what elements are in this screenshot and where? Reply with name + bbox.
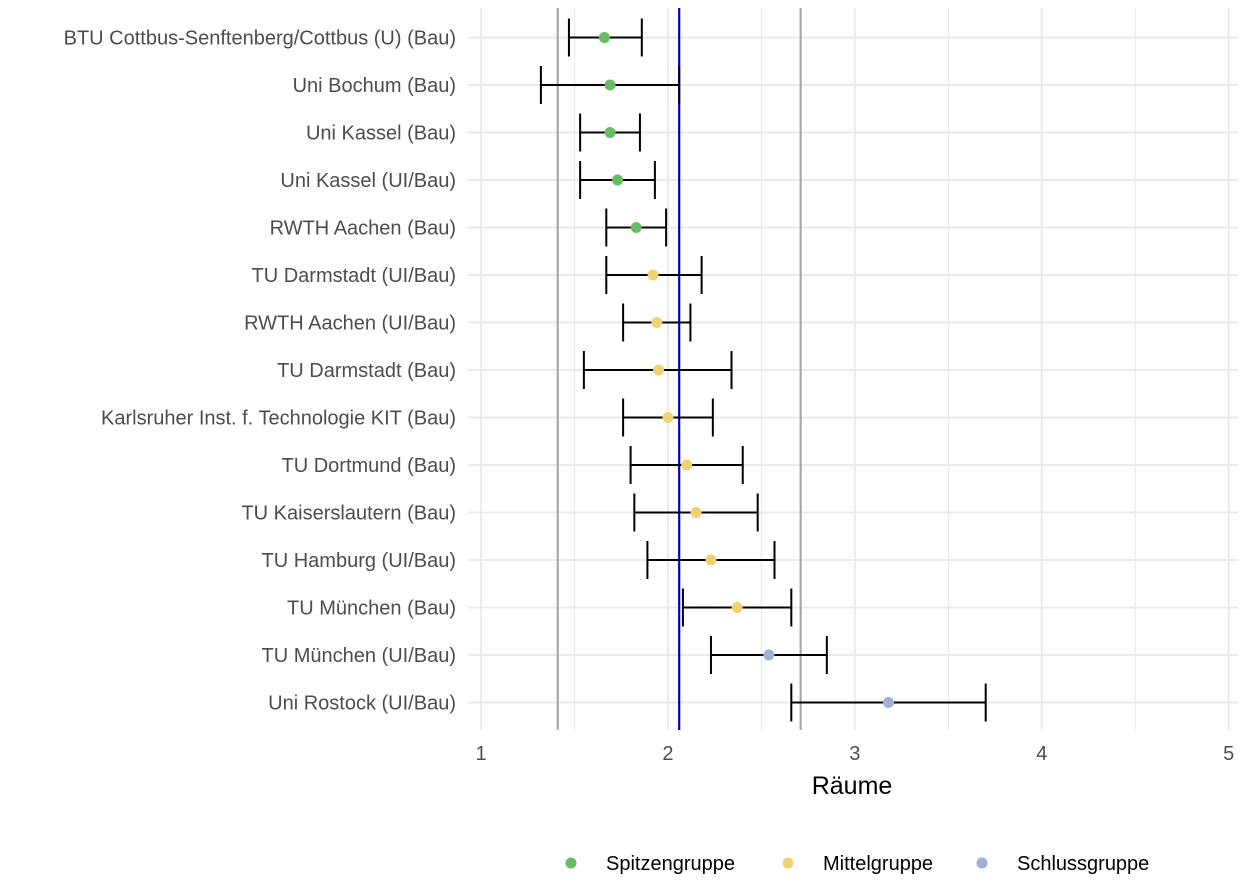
data-points xyxy=(598,32,895,708)
category-label: RWTH Aachen (UI/Bau) xyxy=(244,313,456,335)
category-label: RWTH Aachen (Bau) xyxy=(270,218,456,240)
data-point xyxy=(598,32,610,43)
category-label: TU Hamburg (UI/Bau) xyxy=(262,550,457,572)
legend: Spitzengruppe Mittelgruppe Schlussgruppe xyxy=(565,853,1149,875)
data-point xyxy=(612,174,624,186)
category-label: TU Darmstadt (Bau) xyxy=(277,360,456,382)
data-point xyxy=(883,697,895,708)
x-tick-label: 1 xyxy=(476,743,487,765)
category-label: Uni Rostock (UI/Bau) xyxy=(268,693,456,715)
category-label: TU Kaiserslautern (Bau) xyxy=(241,503,456,525)
x-tick-label: 2 xyxy=(662,743,673,765)
category-label: Karlsruher Inst. f. Technologie KIT (Bau… xyxy=(101,408,456,430)
legend-marker xyxy=(565,857,577,869)
x-axis-title: Räume xyxy=(812,772,893,800)
data-point xyxy=(662,412,674,423)
legend-item: Schlussgruppe xyxy=(976,853,1149,875)
legend-label: Schlussgruppe xyxy=(1017,853,1149,875)
data-point xyxy=(647,269,659,281)
data-point xyxy=(604,127,616,138)
data-point xyxy=(653,364,665,376)
category-label: TU München (Bau) xyxy=(287,598,456,620)
category-label: Uni Kassel (UI/Bau) xyxy=(280,170,456,192)
x-tick-label: 5 xyxy=(1223,743,1234,765)
data-point xyxy=(731,602,743,613)
legend-item: Spitzengruppe xyxy=(565,853,735,875)
x-tick-label: 3 xyxy=(849,743,860,765)
category-label: Uni Bochum (Bau) xyxy=(293,75,456,97)
data-point xyxy=(690,507,702,518)
category-label: Uni Kassel (Bau) xyxy=(306,123,456,145)
legend-marker xyxy=(782,857,794,869)
x-tick-labels: 1 2 3 4 5 xyxy=(476,743,1235,765)
legend-marker xyxy=(976,857,988,869)
data-point xyxy=(705,554,717,566)
legend-item: Mittelgruppe xyxy=(782,853,933,875)
data-point xyxy=(681,459,693,471)
legend-label: Spitzengruppe xyxy=(606,853,735,875)
data-point xyxy=(651,317,663,328)
data-point xyxy=(630,222,642,233)
category-label: TU München (UI/Bau) xyxy=(261,645,456,667)
category-label: TU Dortmund (Bau) xyxy=(282,455,457,477)
category-label: TU Darmstadt (UI/Bau) xyxy=(252,265,456,287)
data-point xyxy=(604,79,616,91)
x-tick-label: 4 xyxy=(1036,743,1047,765)
category-labels: BTU Cottbus-Senftenberg/Cottbus (U) (Bau… xyxy=(64,28,456,715)
legend-label: Mittelgruppe xyxy=(823,853,933,875)
data-point xyxy=(763,649,775,661)
category-label: BTU Cottbus-Senftenberg/Cottbus (U) (Bau… xyxy=(64,28,456,50)
